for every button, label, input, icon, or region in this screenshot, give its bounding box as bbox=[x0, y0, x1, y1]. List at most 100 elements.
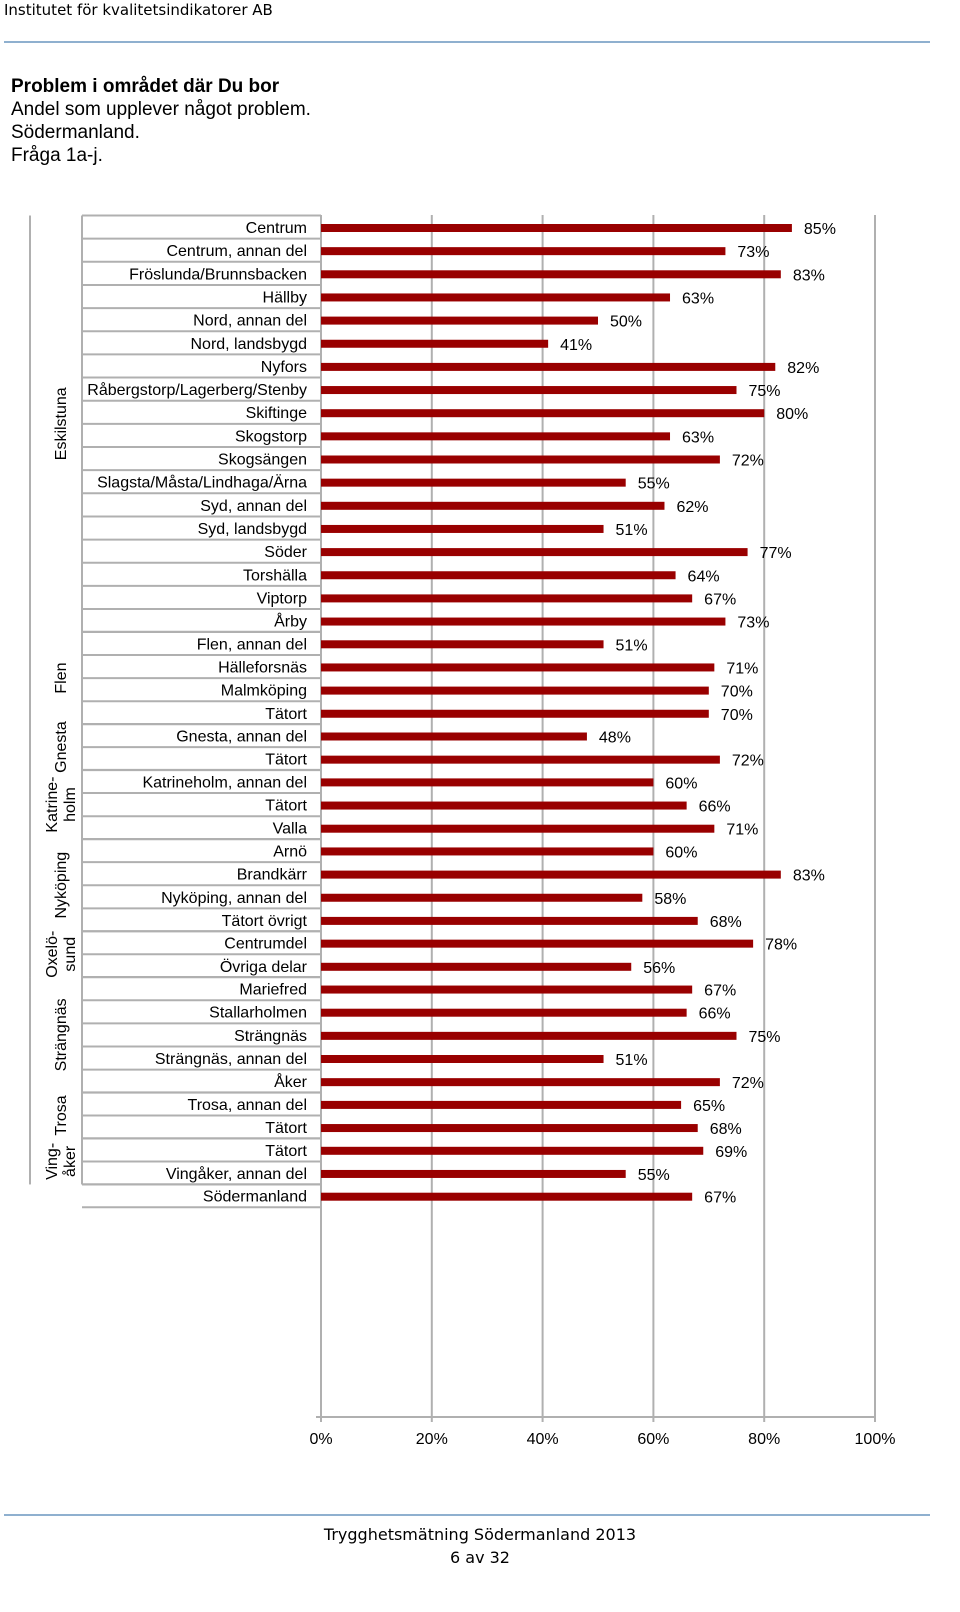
chart-title-block: Problem i området där Du bor Andel som u… bbox=[11, 75, 311, 167]
category-label: Skogsängen bbox=[218, 452, 307, 469]
group-label-line: holm bbox=[62, 787, 79, 822]
category-label: Råbergstorp/Lagerberg/Stenby bbox=[87, 381, 307, 399]
data-label: 85% bbox=[804, 221, 836, 238]
data-label: 50% bbox=[610, 314, 642, 331]
bar bbox=[321, 478, 626, 487]
bar bbox=[321, 778, 654, 787]
category-label: Flen, annan del bbox=[197, 636, 307, 653]
bar bbox=[321, 1078, 720, 1087]
bar bbox=[321, 801, 687, 810]
bar bbox=[321, 824, 715, 833]
category-label: Nord, annan del bbox=[193, 313, 307, 330]
bar bbox=[321, 1008, 687, 1017]
data-label: 65% bbox=[693, 1098, 725, 1115]
group-label-line: Eskilstuna bbox=[53, 387, 70, 460]
category-label: Arnö bbox=[273, 843, 307, 860]
group-label-line: Oxelö- bbox=[44, 931, 61, 978]
group-label-line: Katrine- bbox=[44, 777, 61, 833]
bar bbox=[321, 1169, 626, 1178]
footer-page-number: 6 av 32 bbox=[450, 1548, 510, 1567]
category-label: Skogstorp bbox=[235, 428, 307, 445]
bar bbox=[321, 686, 709, 695]
category-label: Trosa, annan del bbox=[188, 1097, 307, 1114]
bar bbox=[321, 985, 693, 994]
x-tick-label: 0% bbox=[309, 1431, 332, 1448]
bar bbox=[321, 916, 698, 925]
bar bbox=[321, 755, 720, 764]
data-label: 70% bbox=[721, 707, 753, 724]
bar bbox=[321, 663, 715, 672]
category-label: Strängnäs, annan del bbox=[155, 1051, 307, 1068]
category-label: Skiftinge bbox=[246, 405, 307, 422]
data-label: 71% bbox=[726, 660, 758, 677]
bar bbox=[321, 316, 598, 325]
category-label: Tätort övrigt bbox=[222, 913, 308, 930]
bar bbox=[321, 455, 720, 464]
data-label: 67% bbox=[704, 591, 736, 608]
bar bbox=[321, 594, 693, 603]
category-label: Viptorp bbox=[257, 590, 308, 607]
category-label: Centrum bbox=[246, 220, 307, 237]
chart-title: Problem i området där Du bor bbox=[11, 76, 280, 97]
x-tick-label: 40% bbox=[527, 1431, 559, 1448]
bar bbox=[321, 247, 726, 256]
bar bbox=[321, 870, 781, 879]
bar bbox=[321, 962, 632, 971]
data-label: 75% bbox=[749, 1029, 781, 1046]
group-label-line: Trosa bbox=[53, 1095, 70, 1135]
data-label: 63% bbox=[682, 290, 714, 307]
data-label: 51% bbox=[616, 522, 648, 539]
category-label: Årby bbox=[274, 612, 307, 631]
bar bbox=[321, 1124, 698, 1133]
bar bbox=[321, 432, 671, 441]
group-label: Ving-åker bbox=[44, 1143, 79, 1180]
bar bbox=[321, 409, 765, 418]
data-label: 71% bbox=[726, 822, 758, 839]
category-label: Nyfors bbox=[261, 359, 307, 376]
data-label: 83% bbox=[793, 267, 825, 284]
data-label: 78% bbox=[765, 937, 797, 954]
category-label: Nord, landsbygd bbox=[190, 336, 307, 353]
data-label: 64% bbox=[688, 568, 720, 585]
data-label: 56% bbox=[643, 960, 675, 977]
category-label: Nyköping, annan del bbox=[161, 890, 307, 907]
category-label: Stallarholmen bbox=[209, 1005, 307, 1022]
group-label-line: Strängnäs bbox=[53, 998, 70, 1071]
group-label: Trosa bbox=[53, 1095, 70, 1135]
data-label: 77% bbox=[760, 545, 792, 562]
x-tick-label: 60% bbox=[637, 1431, 669, 1448]
data-label: 55% bbox=[638, 476, 670, 493]
category-label: Hälleforsnäs bbox=[218, 659, 307, 676]
data-label: 82% bbox=[787, 360, 819, 377]
bar bbox=[321, 386, 737, 395]
group-label-line: sund bbox=[62, 937, 79, 972]
bar-chart: 0% 20% 40% 60% 80% 100% Centrum 85% Centrum, ann… bbox=[29, 214, 895, 1448]
data-label: 55% bbox=[638, 1167, 670, 1184]
category-label: Vingåker, annan del bbox=[166, 1165, 307, 1183]
data-label: 63% bbox=[682, 429, 714, 446]
data-label: 83% bbox=[793, 868, 825, 885]
group-label: Katrine-holm bbox=[44, 777, 79, 833]
bar bbox=[321, 548, 748, 557]
category-label: Malmköping bbox=[221, 683, 307, 700]
category-label: Hällby bbox=[263, 289, 307, 306]
category-label: Tätort bbox=[265, 798, 307, 815]
data-label: 48% bbox=[599, 730, 631, 747]
bar bbox=[321, 571, 676, 580]
x-tick-label: 20% bbox=[416, 1431, 448, 1448]
bar bbox=[321, 1055, 604, 1063]
data-label: 41% bbox=[560, 337, 592, 354]
bar bbox=[321, 1100, 682, 1109]
group-label-line: Gnesta bbox=[53, 721, 70, 773]
category-label: Åker bbox=[274, 1072, 308, 1091]
data-label: 75% bbox=[749, 383, 781, 400]
data-label: 60% bbox=[665, 844, 697, 861]
category-label: Katrineholm, annan del bbox=[142, 774, 307, 791]
data-label: 60% bbox=[665, 775, 697, 792]
bar bbox=[321, 732, 587, 741]
bar bbox=[321, 1146, 704, 1155]
group-label-line: Nyköping bbox=[53, 852, 70, 919]
group-label: Oxelö-sund bbox=[44, 931, 79, 978]
bar bbox=[321, 640, 604, 649]
category-label: Strängnäs bbox=[234, 1028, 307, 1045]
